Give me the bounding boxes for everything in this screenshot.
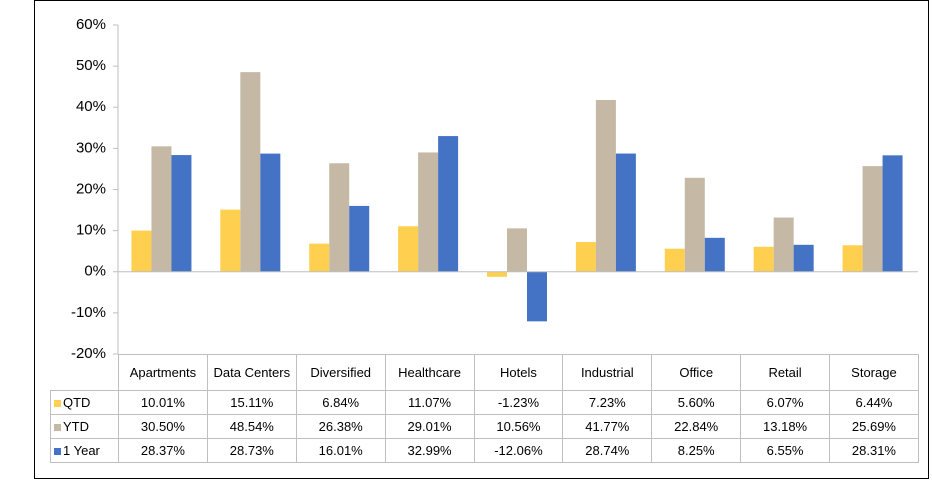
legend-cell: 1 Year xyxy=(50,438,119,463)
category-label: Healthcare xyxy=(384,354,475,391)
bar xyxy=(615,153,636,272)
legend-cell: QTD xyxy=(50,390,119,415)
bar xyxy=(842,245,863,272)
corner-cell xyxy=(51,355,119,391)
bar xyxy=(882,155,903,272)
category-label: Data Centers xyxy=(206,354,297,391)
legend-label: QTD xyxy=(63,394,91,410)
bar xyxy=(349,205,370,272)
y-tick-label: 10% xyxy=(76,222,106,239)
chart-frame xyxy=(34,0,929,479)
value-label: 6.07% xyxy=(740,390,830,415)
value-label: 32.99% xyxy=(384,438,475,463)
value-label: 41.77% xyxy=(562,414,653,439)
value-label: 29.01% xyxy=(384,414,475,439)
bar xyxy=(329,163,350,272)
bar xyxy=(418,152,439,272)
y-tick-label: 20% xyxy=(76,180,106,197)
legend-label: YTD xyxy=(63,418,89,434)
bar xyxy=(507,228,527,272)
category-label: Diversified xyxy=(295,354,386,391)
value-label: 7.23% xyxy=(562,390,653,415)
bar xyxy=(595,99,616,272)
header-row: Apartments Data Centers Diversified Healthc… xyxy=(51,354,919,391)
y-tick-label: 0% xyxy=(84,263,106,280)
bar xyxy=(527,271,547,322)
legend-swatch xyxy=(54,399,61,407)
legend-swatch xyxy=(54,447,61,455)
y-tick-label: -10% xyxy=(71,304,106,321)
value-label: 8.25% xyxy=(651,438,742,463)
data-table: Apartments Data Centers Diversified Healthc… xyxy=(50,354,919,463)
data-row: 1 Year 28.37% 28.73% 16.01% 32.99% -12.06% 28.… xyxy=(50,438,919,463)
bar xyxy=(704,237,725,272)
value-label: 28.73% xyxy=(206,438,297,463)
y-tick-label: -20% xyxy=(71,345,106,362)
value-label: -12.06% xyxy=(473,438,564,463)
value-label: 48.54% xyxy=(206,414,297,439)
bar xyxy=(260,153,281,272)
value-label: 10.56% xyxy=(473,414,564,439)
y-tick-label: 40% xyxy=(76,98,106,115)
legend-label: 1 Year xyxy=(63,442,100,458)
value-label: 30.50% xyxy=(118,414,208,439)
value-label: 28.74% xyxy=(562,438,653,463)
bar xyxy=(664,248,685,272)
value-label: 10.01% xyxy=(118,390,208,415)
value-label: 28.31% xyxy=(829,438,919,463)
bar xyxy=(862,166,883,272)
bar xyxy=(398,226,419,272)
bar xyxy=(131,230,152,272)
value-label: 6.84% xyxy=(295,390,386,415)
legend-cell: YTD xyxy=(50,414,119,439)
value-label: 6.55% xyxy=(740,438,830,463)
bar xyxy=(220,209,241,272)
bar xyxy=(753,246,774,272)
y-tick-label: 60% xyxy=(76,16,106,33)
value-label: 15.11% xyxy=(206,390,297,415)
y-tick-label: 30% xyxy=(76,139,106,156)
value-label: -1.23% xyxy=(473,390,564,415)
value-label: 13.18% xyxy=(740,414,830,439)
bar xyxy=(240,72,261,272)
category-label: Retail xyxy=(740,354,830,391)
bar xyxy=(438,136,459,272)
bar xyxy=(773,217,794,272)
bar xyxy=(487,271,507,277)
value-label: 11.07% xyxy=(384,390,475,415)
category-label: Hotels xyxy=(473,354,564,391)
value-label: 6.44% xyxy=(829,390,919,415)
y-tick-label: 50% xyxy=(76,57,106,74)
value-label: 28.37% xyxy=(118,438,208,463)
bar xyxy=(575,242,596,272)
value-label: 16.01% xyxy=(295,438,386,463)
bar xyxy=(171,155,192,272)
bar xyxy=(793,244,814,272)
value-label: 25.69% xyxy=(829,414,919,439)
category-label: Office xyxy=(651,354,742,391)
value-label: 22.84% xyxy=(651,414,742,439)
value-label: 5.60% xyxy=(651,390,742,415)
bar xyxy=(151,146,172,272)
value-label: 26.38% xyxy=(295,414,386,439)
data-row: YTD 30.50% 48.54% 26.38% 29.01% 10.56% 41.77% 2… xyxy=(50,414,919,439)
bar xyxy=(684,177,705,272)
bar xyxy=(309,243,330,272)
category-label: Storage xyxy=(829,354,919,391)
legend-swatch xyxy=(54,423,61,431)
category-label: Industrial xyxy=(562,354,653,391)
data-row: QTD 10.01% 15.11% 6.84% 11.07% -1.23% 7.23% 5.6… xyxy=(50,390,919,415)
category-label: Apartments xyxy=(118,354,208,391)
